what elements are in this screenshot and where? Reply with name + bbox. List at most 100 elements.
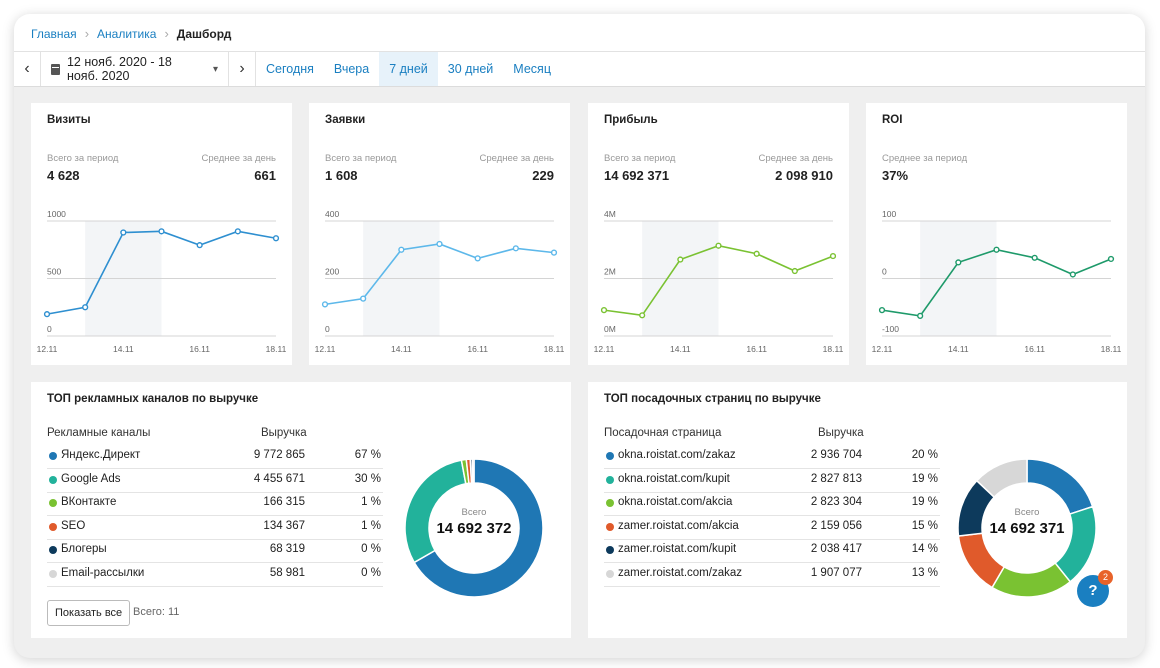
- row-percent: 30 %: [354, 472, 381, 485]
- kpi-total-value: 14 692 371: [604, 168, 670, 183]
- row-name: Яндекс.Директ: [61, 449, 141, 461]
- row-percent: 0 %: [361, 566, 381, 579]
- data-point: [158, 228, 165, 235]
- total-count: Всего: 11: [133, 606, 180, 618]
- kpi-card-roi: ROI Среднее за период 37% -100 0 100 12.11 1…: [866, 103, 1127, 365]
- row-percent: 0 %: [361, 543, 381, 555]
- kpi-total-value: 37%: [882, 168, 909, 183]
- x-tick-label: 16.11: [1024, 344, 1045, 354]
- row-revenue: 2 827 813: [810, 472, 862, 485]
- y-tick-label: 4M: [604, 209, 616, 219]
- data-point: [321, 301, 329, 308]
- table-row: zamer.roistat.com/kupit 2 038 417 14 %: [604, 539, 940, 563]
- row-name: Email-рассылки: [61, 566, 145, 579]
- row-revenue: 9 772 865: [253, 449, 305, 461]
- y-tick-label: 500: [47, 267, 61, 277]
- row-revenue: 1 907 077: [810, 566, 862, 579]
- y-tick-label: 0: [882, 267, 887, 277]
- y-tick-label: 2M: [604, 267, 616, 277]
- legend-dot: [49, 475, 57, 484]
- x-tick-label: 12.11: [594, 344, 615, 354]
- legend-dot: [49, 546, 57, 554]
- legend-dot: [606, 546, 614, 554]
- row-percent: 67 %: [354, 449, 381, 461]
- row-name: zamer.roistat.com/kupit: [618, 543, 737, 555]
- kpi-avg-label: Среднее за день: [758, 153, 833, 164]
- data-point: [878, 307, 886, 314]
- data-point: [1069, 271, 1076, 278]
- kpi-title: Визиты: [47, 114, 91, 126]
- legend-dot: [606, 475, 614, 484]
- x-tick-label: 16.11: [467, 344, 488, 354]
- x-tick-label: 18.11: [544, 344, 565, 354]
- x-tick-label: 18.11: [266, 344, 287, 354]
- data-point: [474, 255, 481, 262]
- date-range-label: 12 нояб. 2020 - 18 нояб. 2020: [66, 55, 172, 83]
- next-period-button[interactable]: ›: [229, 52, 256, 86]
- show-all-button[interactable]: Показать все: [47, 600, 131, 626]
- x-tick-label: 16.11: [189, 344, 210, 354]
- row-revenue: 68 319: [269, 543, 305, 555]
- data-point: [1107, 255, 1115, 263]
- kpi-line-chart: 0 500 1000 12.11 14.11 16.11 18.11: [37, 209, 287, 354]
- legend-dot: [49, 569, 57, 578]
- period-today[interactable]: Сегодня: [266, 62, 314, 76]
- row-name: ВКонтакте: [61, 496, 117, 508]
- data-point: [993, 246, 1000, 253]
- legend-dot: [606, 569, 614, 578]
- table-row: okna.roistat.com/kupit 2 827 813 19 %: [604, 469, 940, 493]
- data-point: [791, 267, 798, 275]
- x-tick-label: 18.11: [1101, 344, 1122, 354]
- table-row: Email-рассылки 58 981 0 %: [47, 563, 383, 587]
- kpi-total-value: 4 628: [47, 168, 80, 183]
- row-name: okna.roistat.com/akcia: [618, 496, 733, 508]
- row-name: zamer.roistat.com/akcia: [618, 519, 739, 532]
- row-percent: 13 %: [911, 566, 938, 579]
- data-point: [120, 229, 127, 236]
- legend-dot: [49, 499, 57, 507]
- prev-period-button[interactable]: ‹: [14, 52, 41, 86]
- kpi-avg-value: 2 098 910: [775, 168, 833, 183]
- row-revenue: 2 823 304: [810, 496, 862, 508]
- app-window: Главная › Аналитика › Дашборд ‹ 12 нояб.…: [14, 14, 1145, 658]
- kpi-total-label: Всего за период: [604, 153, 676, 164]
- legend-dot: [49, 522, 57, 531]
- period-7-days[interactable]: 7 дней: [379, 52, 438, 86]
- kpi-card-profit: Прибыль Всего за период Среднее за день …: [588, 103, 849, 365]
- table-row: okna.roistat.com/akcia 2 823 304 19 %: [604, 492, 940, 516]
- data-point: [550, 249, 558, 256]
- breadcrumb-current: Дашборд: [176, 26, 232, 41]
- kpi-total-label: Среднее за период: [882, 153, 968, 164]
- donut-chart: [404, 458, 544, 598]
- table-title: ТОП посадочных страниц по выручке: [604, 393, 821, 405]
- breadcrumb-analytics[interactable]: Аналитика: [97, 26, 157, 41]
- period-30-days[interactable]: 30 дней: [447, 62, 494, 76]
- x-tick-label: 18.11: [823, 344, 844, 354]
- y-tick-label: 200: [325, 267, 339, 277]
- period-yesterday[interactable]: Вчера: [333, 62, 370, 76]
- kpi-title: ROI: [882, 114, 903, 126]
- chevron-down-icon: ▾: [212, 63, 218, 75]
- donut-slice: [1026, 458, 1094, 516]
- y-tick-label: 0: [325, 324, 330, 334]
- y-tick-label: 1000: [47, 209, 66, 219]
- data-point: [955, 259, 962, 266]
- table-row: okna.roistat.com/zakaz 2 936 704 20 %: [604, 445, 940, 469]
- column-header-revenue: Выручка: [818, 427, 864, 439]
- donut-slice: [471, 458, 475, 484]
- breadcrumb-home[interactable]: Главная: [31, 26, 77, 41]
- donut-total-value: 14 692 371: [989, 520, 1065, 537]
- legend-dot: [606, 499, 614, 507]
- kpi-card-leads: Заявки Всего за период Среднее за день 1…: [309, 103, 570, 365]
- data-point: [360, 295, 367, 302]
- date-range-picker[interactable]: 12 нояб. 2020 - 18 нояб. 2020 ▾: [41, 52, 229, 86]
- breadcrumb: Главная › Аналитика › Дашборд: [31, 26, 231, 41]
- column-header-name: Посадочная страница: [604, 427, 722, 439]
- data-point: [234, 228, 241, 235]
- donut-total-value: 14 692 372: [436, 520, 512, 537]
- period-month[interactable]: Месяц: [513, 62, 551, 76]
- data-point: [639, 312, 646, 319]
- row-percent: 19 %: [911, 472, 938, 485]
- kpi-avg-label: Среднее за день: [479, 153, 554, 164]
- top-bar: Главная › Аналитика › Дашборд ‹ 12 нояб.…: [14, 14, 1145, 87]
